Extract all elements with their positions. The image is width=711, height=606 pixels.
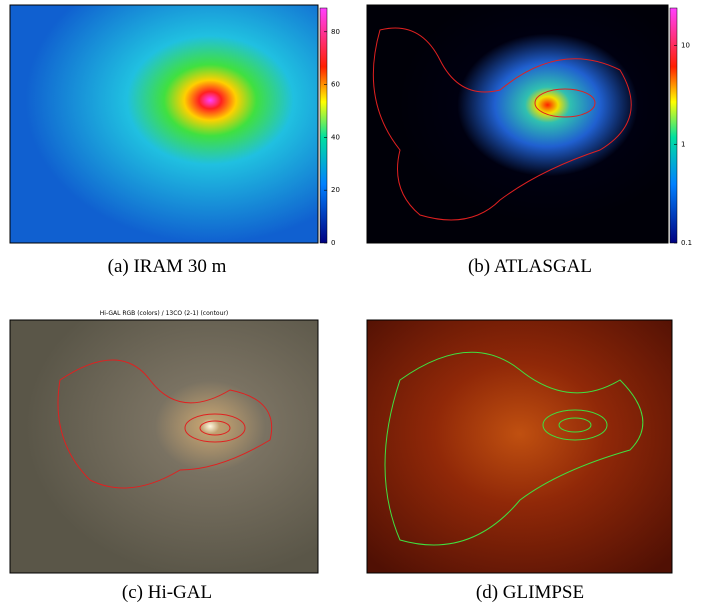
image bbox=[9, 4, 319, 244]
caption: (a) IRAM 30 m bbox=[108, 256, 227, 277]
contour bbox=[384, 351, 644, 546]
contour bbox=[372, 27, 632, 221]
caption: (c) Hi-GAL bbox=[122, 582, 212, 603]
tick-label: 1 bbox=[681, 140, 685, 148]
contour bbox=[558, 417, 592, 433]
panel-d bbox=[366, 319, 673, 574]
tick-label: 60 bbox=[331, 81, 340, 89]
image bbox=[366, 319, 673, 574]
tick-label: 80 bbox=[331, 28, 340, 36]
tick-label: 40 bbox=[331, 133, 340, 141]
caption: (d) GLIMPSE bbox=[476, 582, 584, 603]
panel-c: Hi-GAL RGB (colors) / 13CO (2-1) (contou… bbox=[9, 310, 319, 574]
contour bbox=[542, 409, 608, 441]
panel-title: Hi-GAL RGB (colors) / 13CO (2-1) (contou… bbox=[100, 310, 228, 317]
contour bbox=[184, 413, 246, 443]
colorbar bbox=[319, 7, 328, 244]
colorbar bbox=[669, 7, 678, 244]
tick-label: 10 bbox=[681, 42, 690, 50]
image bbox=[9, 319, 319, 574]
contour bbox=[57, 359, 273, 489]
panel-a bbox=[9, 4, 328, 244]
tick-label: 0 bbox=[331, 239, 335, 247]
contour bbox=[199, 420, 231, 436]
caption: (b) ATLASGAL bbox=[468, 256, 592, 277]
tick-label: 0.1 bbox=[681, 239, 692, 247]
contour bbox=[534, 88, 596, 118]
tick-label: 20 bbox=[331, 186, 340, 194]
panel-b bbox=[366, 4, 678, 244]
image bbox=[366, 4, 669, 244]
